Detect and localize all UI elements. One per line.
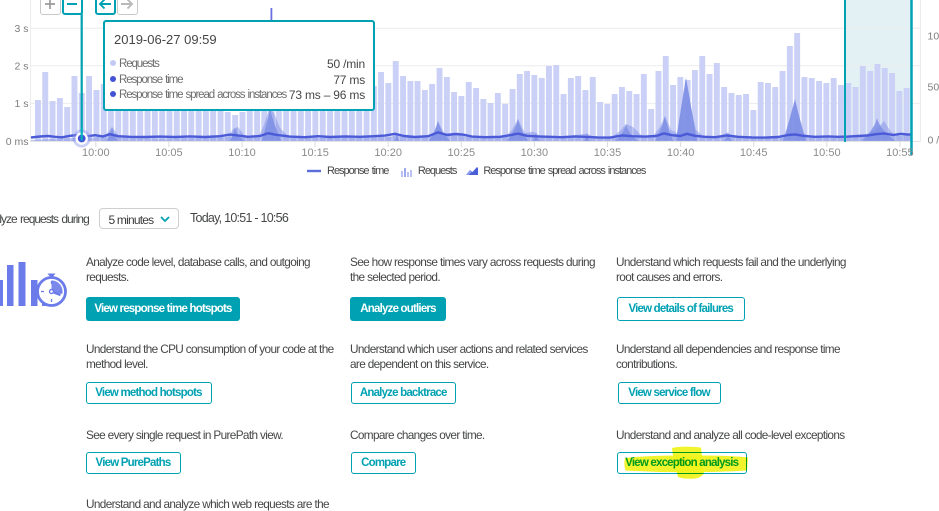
svg-text:1 s: 1 s: [14, 98, 28, 110]
svg-text:0 /min: 0 /min: [928, 135, 939, 147]
svg-text:10:20: 10:20: [374, 147, 402, 159]
svg-text:10:45: 10:45: [740, 147, 768, 159]
svg-text:10:50: 10:50: [813, 147, 841, 159]
svg-text:10:35: 10:35: [594, 147, 622, 159]
svg-text:10:40: 10:40: [667, 147, 695, 159]
svg-text:10:30: 10:30: [521, 147, 549, 159]
svg-text:3 s: 3 s: [14, 23, 28, 35]
svg-text:10:55: 10:55: [886, 147, 914, 159]
svg-text:10:15: 10:15: [301, 147, 329, 159]
svg-text:10:05: 10:05: [155, 147, 183, 159]
svg-text:50: 50: [928, 82, 939, 94]
svg-text:2 s: 2 s: [14, 61, 28, 73]
svg-text:10:00: 10:00: [82, 147, 110, 159]
svg-text:10:25: 10:25: [448, 147, 476, 159]
svg-text:100: 100: [928, 31, 939, 43]
svg-text:10:10: 10:10: [228, 147, 256, 159]
svg-text:0 ms: 0 ms: [6, 136, 29, 148]
